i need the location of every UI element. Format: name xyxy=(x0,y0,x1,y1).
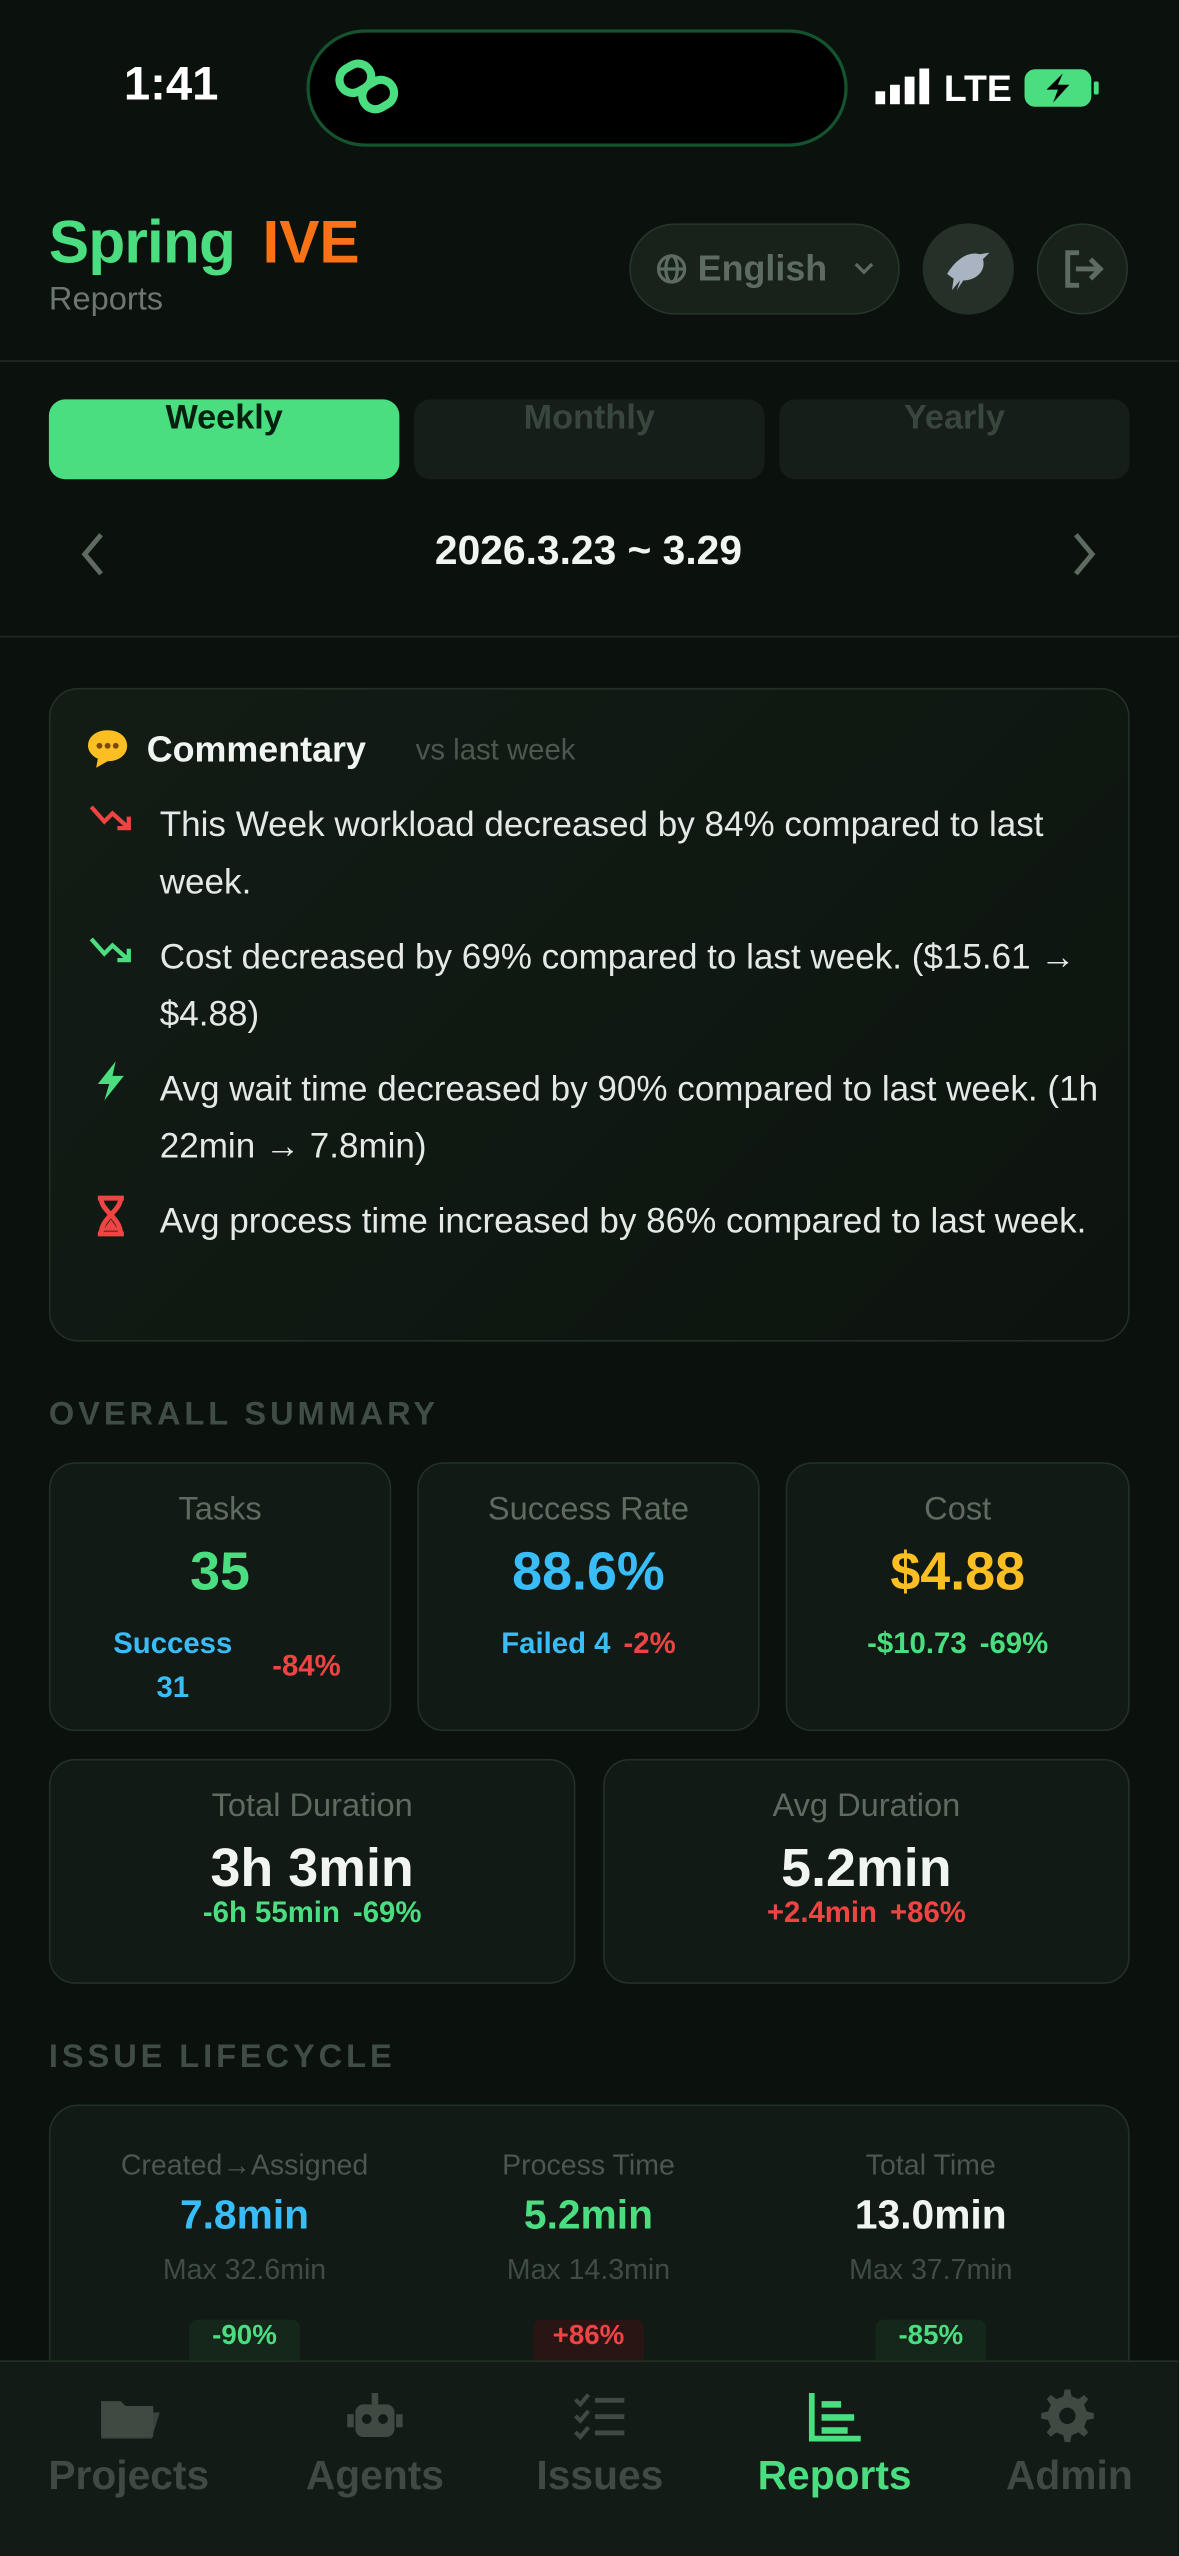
chevron-icon xyxy=(854,262,874,275)
lifecycle-value: 5.2min xyxy=(523,2192,654,2239)
island-icon xyxy=(335,59,399,114)
nav-icon xyxy=(1038,2388,1100,2443)
card-details: Failed 4 -2% xyxy=(417,1622,759,1666)
network: LTE xyxy=(943,66,1012,110)
commentary-item: Avg process time increased by 86% compar… xyxy=(159,1201,1087,1241)
divider xyxy=(0,635,1179,638)
nav-item[interactable]: Reports xyxy=(757,2453,912,2499)
card-value: 35 xyxy=(190,1540,250,1601)
lifecycle-max: Max 37.7min xyxy=(849,2252,1013,2286)
card-detail: Failed 4 xyxy=(501,1626,611,1660)
card-detail: Success 31 xyxy=(113,1626,233,1704)
period-tab[interactable]: Weekly xyxy=(48,399,400,480)
trend-down-icon xyxy=(89,805,131,831)
card-label: Total Duration xyxy=(211,1788,413,1825)
nav-item[interactable]: Issues xyxy=(536,2453,664,2499)
commentary-item: Avg wait time decreased by 90% compared … xyxy=(159,1069,1099,1166)
card-details: +2.4min +86% xyxy=(603,1891,1130,1935)
trend-down-icon xyxy=(89,937,131,963)
card-label: Cost xyxy=(924,1491,992,1528)
lifecycle-value: 13.0min xyxy=(854,2192,1007,2239)
summary-card xyxy=(785,1462,1130,1732)
date-range: 2026.3.23 ~ 3.29 xyxy=(434,528,743,574)
summary-card xyxy=(48,1758,576,1984)
nav-icon xyxy=(569,2388,631,2443)
card-details: -6h 55min -69% xyxy=(49,1891,576,1935)
next-arrow[interactable] xyxy=(1068,530,1101,579)
card-detail: -2% xyxy=(623,1626,676,1660)
logout-icon xyxy=(1065,250,1104,288)
card-detail: -69% xyxy=(979,1626,1049,1660)
card-detail: -84% xyxy=(272,1648,341,1682)
section-heading: ISSUE LIFECYCLE xyxy=(48,2039,396,2076)
summary-card xyxy=(48,1462,392,1732)
battery-icon xyxy=(1024,69,1099,107)
card-label: Tasks xyxy=(178,1491,262,1528)
section-heading: OVERALL SUMMARY xyxy=(48,1396,440,1433)
lifecycle-max: Max 14.3min xyxy=(506,2252,671,2286)
commentary-card xyxy=(48,687,1130,1342)
comment-icon xyxy=(88,730,128,768)
crow-icon xyxy=(947,252,990,291)
nav-icon xyxy=(98,2388,160,2443)
lifecycle-value: 7.8min xyxy=(179,2192,310,2239)
prev-arrow[interactable] xyxy=(77,530,110,579)
nav-icon xyxy=(344,2388,406,2443)
card-value: 88.6% xyxy=(512,1540,665,1601)
card-detail: +2.4min xyxy=(766,1895,877,1929)
card-label: Success Rate xyxy=(487,1491,690,1528)
commentary-item: This Week workload decreased by 84% comp… xyxy=(159,805,1044,902)
card-detail: +86% xyxy=(890,1895,966,1929)
card-detail: -6h 55min xyxy=(202,1895,340,1929)
card-value: 5.2min xyxy=(781,1837,952,1898)
lifecycle-change: -90% xyxy=(189,2319,300,2366)
brand-accent: IVE xyxy=(262,208,360,276)
nav-item[interactable]: Admin xyxy=(1005,2453,1133,2499)
lifecycle-label: Total Time xyxy=(865,2148,996,2182)
card-details: Success 31 -84% xyxy=(49,1622,391,1710)
bolt-icon xyxy=(97,1061,124,1101)
lifecycle-label: Created→Assigned xyxy=(120,2148,369,2182)
nav-item[interactable]: Projects xyxy=(48,2453,210,2499)
lifecycle-label: Process Time xyxy=(502,2148,675,2182)
brand: Spring xyxy=(48,208,236,276)
nav-icon xyxy=(804,2388,866,2443)
card-label: Avg Duration xyxy=(772,1788,961,1825)
nav-item[interactable]: Agents xyxy=(305,2453,444,2499)
lifecycle-change: +86% xyxy=(533,2319,644,2366)
card-detail: -$10.73 xyxy=(867,1626,967,1660)
commentary-item: Cost decreased by 69% compared to last w… xyxy=(159,937,1076,1034)
bottom-nav xyxy=(0,2360,1179,2556)
lifecycle-max: Max 32.6min xyxy=(162,2252,327,2286)
card-value: $4.88 xyxy=(890,1540,1026,1601)
commentary-comparison: vs last week xyxy=(415,733,576,767)
hourglass-icon xyxy=(97,1195,124,1237)
period-tab[interactable]: Yearly xyxy=(779,399,1130,480)
commentary-title: Commentary xyxy=(146,728,366,770)
period-tab[interactable]: Monthly xyxy=(414,399,765,480)
page-subtitle: Reports xyxy=(48,282,164,318)
clock: 1:41 xyxy=(123,58,219,111)
summary-card xyxy=(417,1462,760,1732)
card-details: -$10.73 -69% xyxy=(786,1622,1130,1666)
language[interactable]: English xyxy=(697,247,828,289)
divider xyxy=(0,360,1179,362)
card-detail: -69% xyxy=(352,1895,422,1929)
globe-icon xyxy=(656,254,687,284)
summary-card xyxy=(603,1758,1130,1984)
signal-icon xyxy=(875,68,930,105)
lifecycle-change: -85% xyxy=(875,2319,987,2366)
card-value: 3h 3min xyxy=(210,1837,414,1898)
